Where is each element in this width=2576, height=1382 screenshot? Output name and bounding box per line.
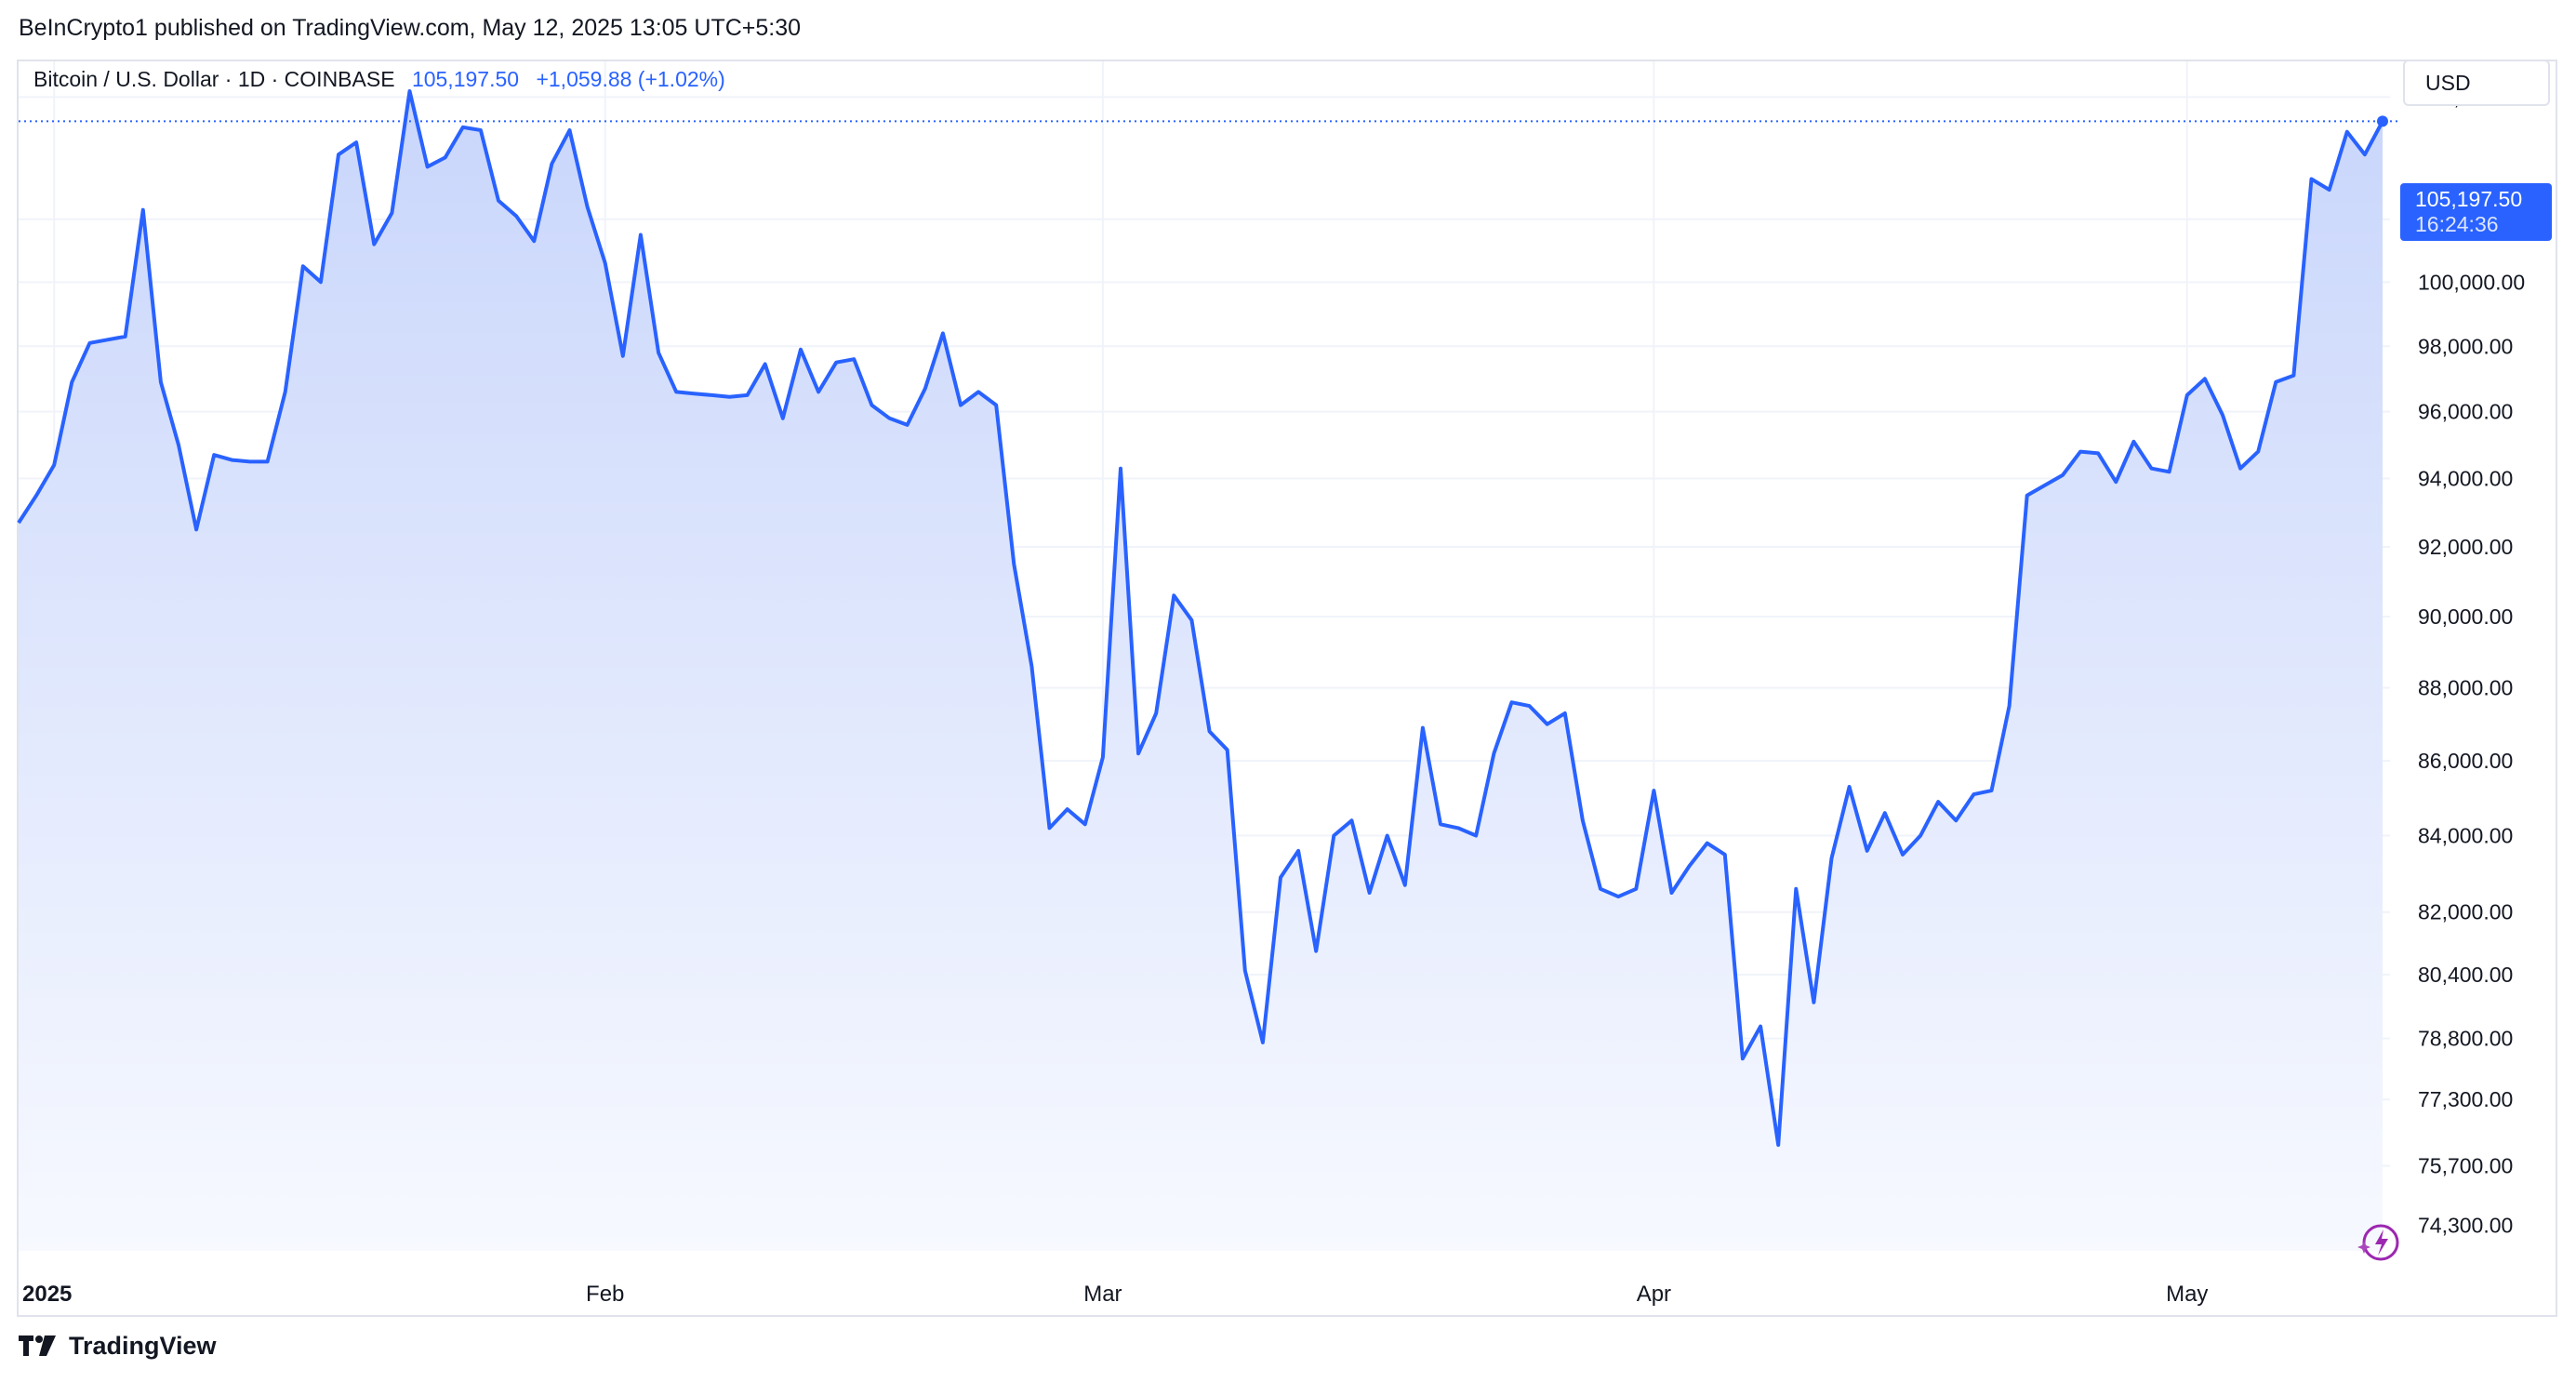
last-price: 105,197.50 <box>411 67 520 91</box>
price-axis[interactable]: 106,000.00102,000.00100,000.0098,000.009… <box>2418 85 2525 1237</box>
bar-countdown: 16:24:36 <box>2415 212 2499 236</box>
price-line <box>17 89 2384 1148</box>
y-tick-label: 75,700.00 <box>2418 1154 2513 1178</box>
y-tick-label: 84,000.00 <box>2418 823 2513 847</box>
y-tick-label: 96,000.00 <box>2418 400 2513 424</box>
price-change: +1,059.88 (+1.02%) <box>536 67 725 91</box>
tradingview-logo-icon <box>19 1335 56 1356</box>
y-tick-label: 94,000.00 <box>2418 467 2513 491</box>
tradingview-brand: TradingView <box>69 1332 217 1360</box>
y-tick-label: 82,000.00 <box>2418 900 2513 924</box>
x-tick-label: Mar <box>1083 1282 1122 1307</box>
y-tick-label: 92,000.00 <box>2418 535 2513 559</box>
y-tick-label: 78,800.00 <box>2418 1027 2513 1051</box>
last-price-badge: 105,197.50 16:24:36 <box>2400 183 2552 241</box>
y-tick-label: 77,300.00 <box>2418 1087 2513 1111</box>
currency-button[interactable]: USD <box>2403 60 2550 106</box>
y-tick-label: 98,000.00 <box>2418 334 2513 358</box>
y-tick-label: 86,000.00 <box>2418 749 2513 773</box>
y-tick-label: 88,000.00 <box>2418 676 2513 700</box>
last-price-dot <box>2377 115 2388 127</box>
symbol-legend: Bitcoin / U.S. Dollar · 1D · COINBASE 10… <box>33 67 725 92</box>
x-tick-label: Feb <box>586 1282 624 1307</box>
price-line-layer <box>17 89 2397 1148</box>
x-tick-label: Apr <box>1637 1282 1671 1307</box>
x-tick-label: 2025 <box>22 1282 72 1307</box>
chart-frame <box>17 60 2557 1317</box>
time-axis[interactable]: 2025 Feb Mar Apr May <box>22 1282 2208 1307</box>
y-tick-label: 74,300.00 <box>2418 1213 2513 1237</box>
badge-price: 105,197.50 <box>2415 187 2523 211</box>
tradingview-logo[interactable]: TradingView <box>19 1332 217 1361</box>
x-tick-label: May <box>2166 1282 2208 1307</box>
symbol-title: Bitcoin / U.S. Dollar · 1D · COINBASE <box>33 67 395 91</box>
publish-info: BeInCrypto1 published on TradingView.com… <box>19 15 802 41</box>
y-tick-label: 80,400.00 <box>2418 963 2513 987</box>
y-tick-label: 100,000.00 <box>2418 270 2525 294</box>
sparkle-lightning-icon[interactable] <box>2357 1220 2401 1265</box>
y-tick-label: 90,000.00 <box>2418 605 2513 629</box>
